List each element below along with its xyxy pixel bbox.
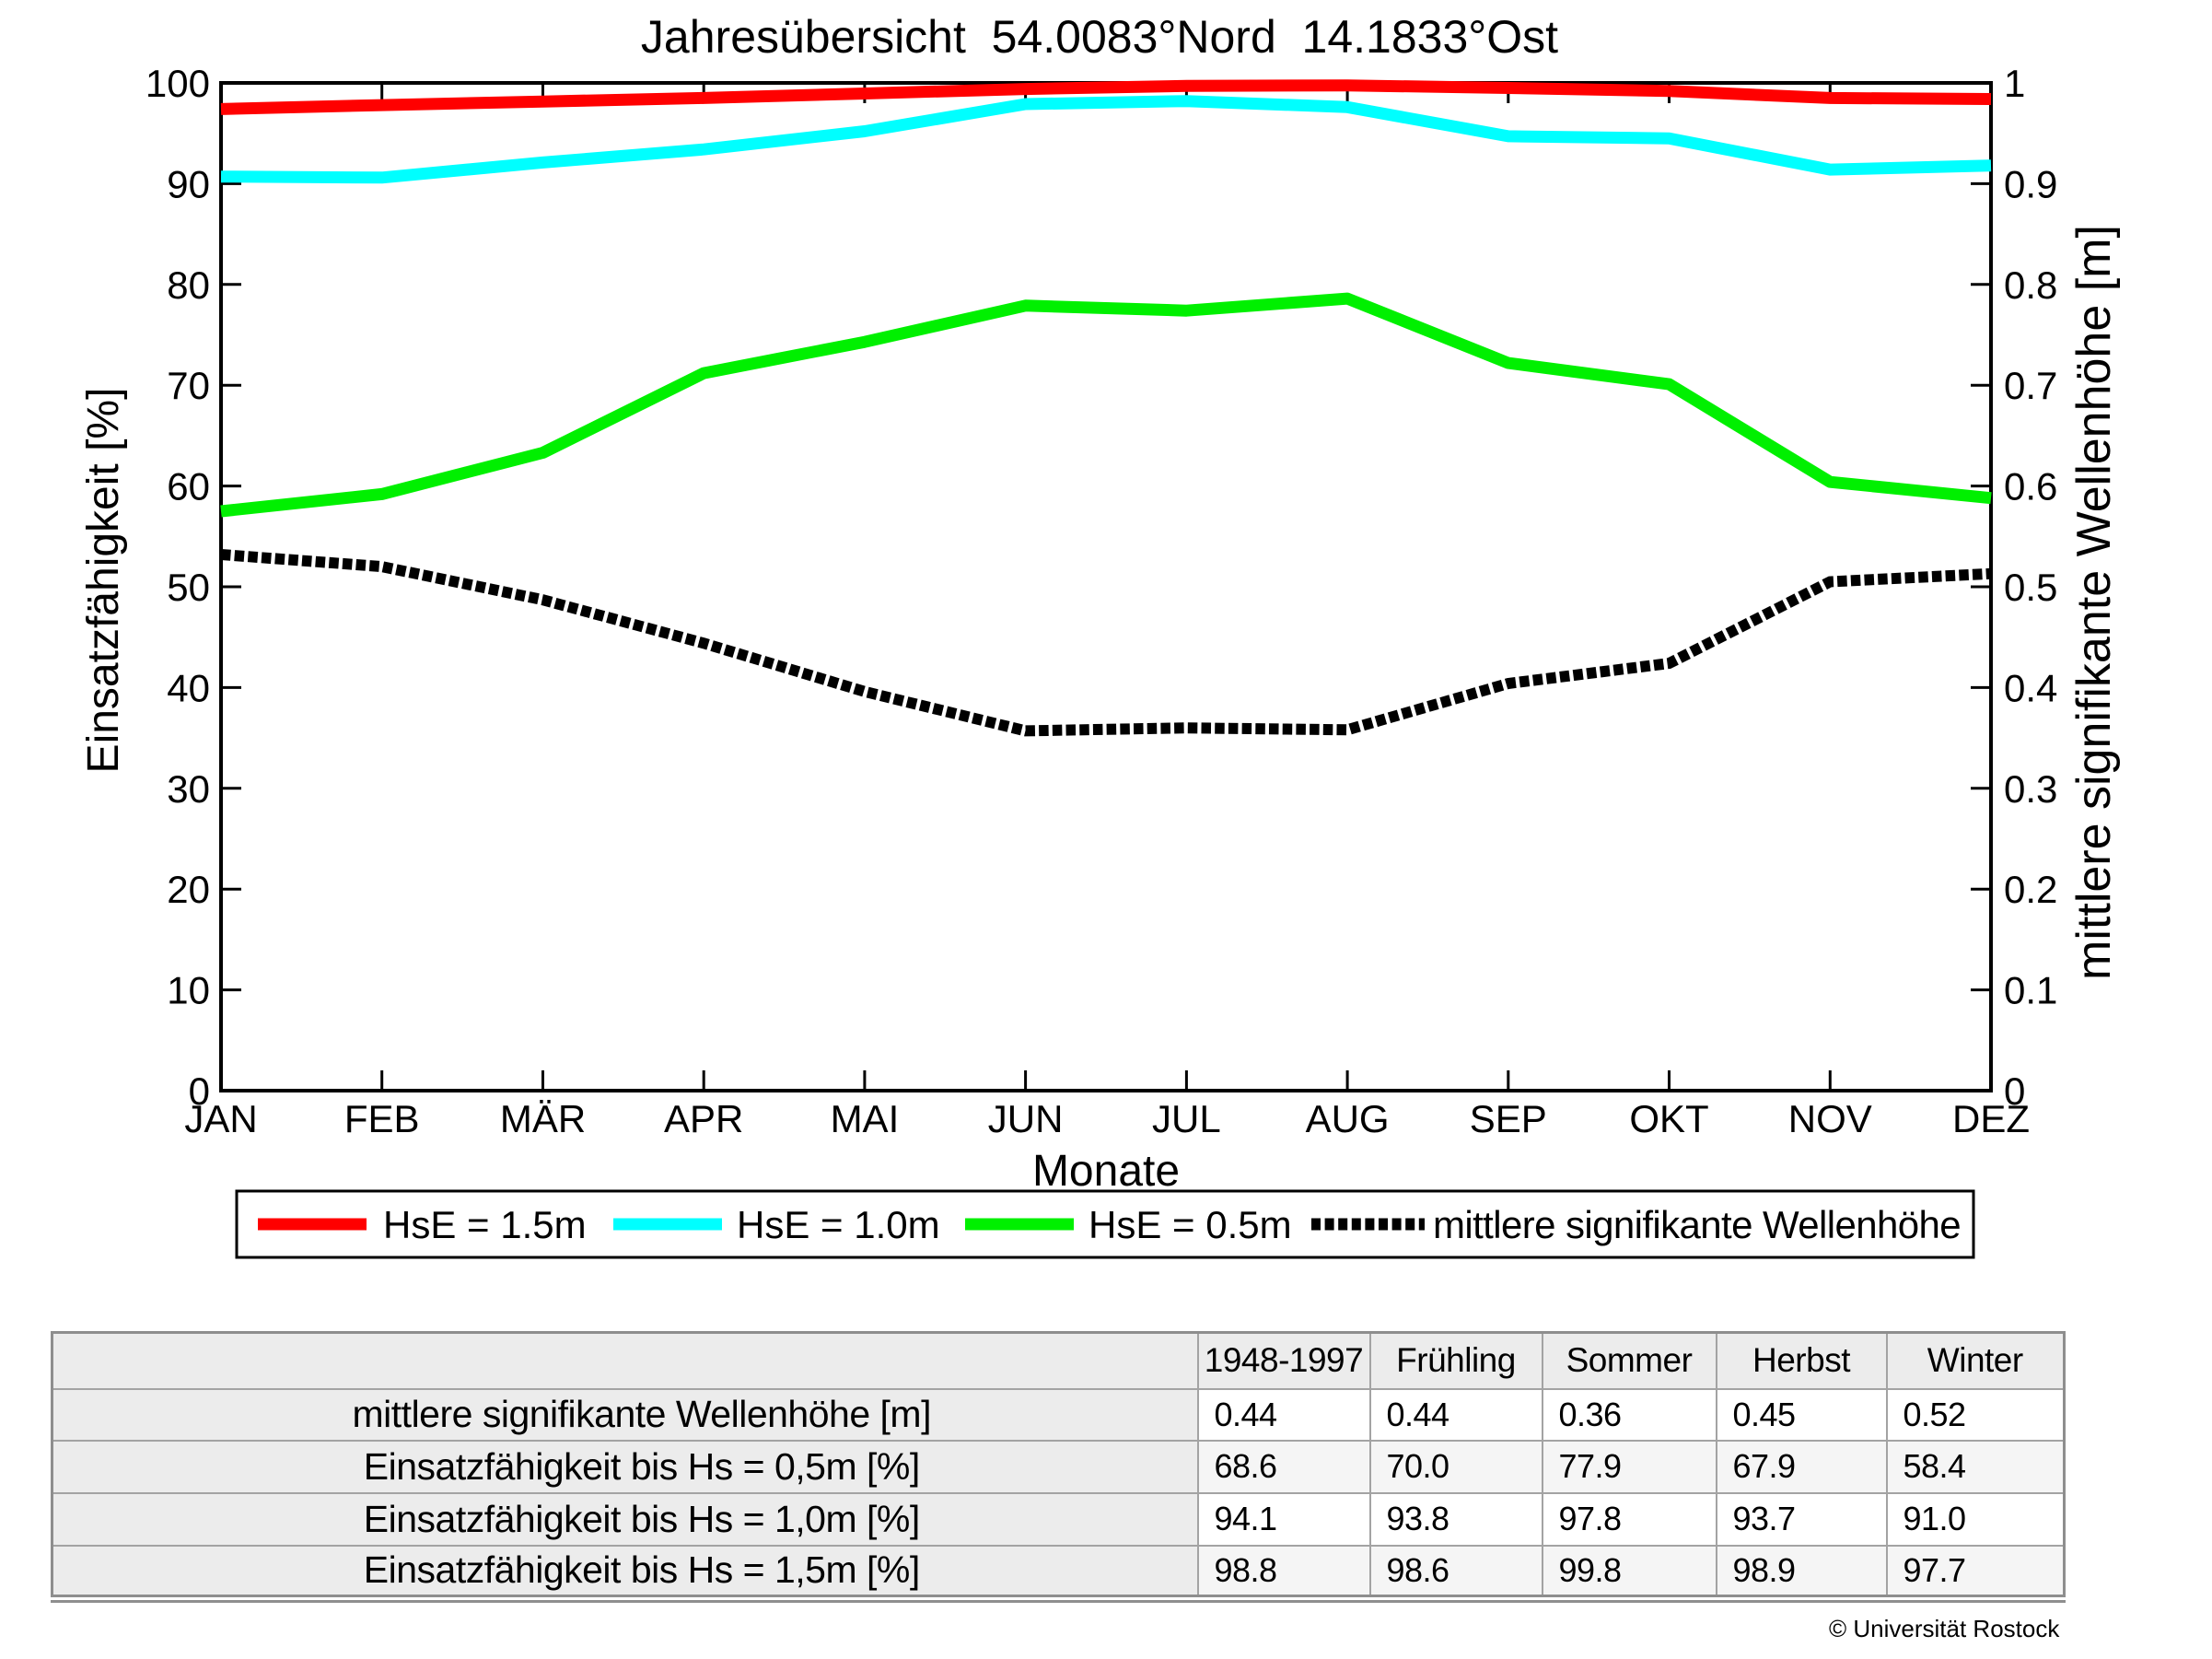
svg-text:mittlere signifikante Wellenhö: mittlere signifikante Wellenhöhe	[1433, 1203, 1961, 1246]
svg-text:DEZ: DEZ	[1952, 1097, 2030, 1140]
svg-text:30: 30	[167, 767, 210, 811]
svg-text:70: 70	[167, 364, 210, 407]
svg-text:SEP: SEP	[1470, 1097, 1547, 1140]
svg-text:1: 1	[2004, 62, 2025, 105]
svg-text:MÄR: MÄR	[500, 1097, 586, 1140]
svg-text:NOV: NOV	[1788, 1097, 1872, 1140]
svg-text:HsE = 1.5m: HsE = 1.5m	[383, 1203, 587, 1246]
svg-text:100: 100	[146, 62, 210, 105]
svg-text:Einsatzfähigkeit [%]: Einsatzfähigkeit [%]	[79, 388, 128, 774]
svg-text:JAN: JAN	[184, 1097, 257, 1140]
svg-text:90: 90	[167, 162, 210, 205]
svg-text:FEB: FEB	[344, 1097, 420, 1140]
svg-text:0.8: 0.8	[2004, 263, 2057, 307]
svg-text:0.1: 0.1	[2004, 969, 2057, 1012]
svg-text:0.4: 0.4	[2004, 666, 2057, 709]
svg-text:50: 50	[167, 566, 210, 609]
svg-text:APR: APR	[664, 1097, 743, 1140]
svg-text:80: 80	[167, 263, 210, 307]
svg-text:JUN: JUN	[988, 1097, 1064, 1140]
svg-text:JUL: JUL	[1152, 1097, 1221, 1140]
svg-text:0.3: 0.3	[2004, 767, 2057, 811]
svg-text:20: 20	[167, 868, 210, 911]
svg-text:0: 0	[2004, 1069, 2025, 1113]
svg-text:0.7: 0.7	[2004, 364, 2057, 407]
svg-text:0.6: 0.6	[2004, 465, 2057, 508]
svg-text:60: 60	[167, 465, 210, 508]
svg-text:0.9: 0.9	[2004, 162, 2057, 205]
svg-text:0: 0	[189, 1069, 210, 1113]
svg-text:Jahresübersicht 54.0083°Nord: Jahresübersicht 54.0083°Nord 14.1833°Ost	[641, 11, 1558, 63]
svg-text:AUG: AUG	[1306, 1097, 1390, 1140]
svg-text:MAI: MAI	[831, 1097, 900, 1140]
svg-text:mittlere signifikante Wellenhö: mittlere signifikante Wellenhöhe [m]	[2067, 225, 2121, 980]
svg-text:0.5: 0.5	[2004, 566, 2057, 609]
svg-text:40: 40	[167, 666, 210, 709]
svg-text:10: 10	[167, 969, 210, 1012]
svg-text:OKT: OKT	[1629, 1097, 1708, 1140]
svg-text:HsE = 0.5m: HsE = 0.5m	[1089, 1203, 1292, 1246]
svg-text:Monate: Monate	[1032, 1147, 1180, 1196]
svg-text:0.2: 0.2	[2004, 868, 2057, 911]
svg-text:HsE = 1.0m: HsE = 1.0m	[737, 1203, 940, 1246]
